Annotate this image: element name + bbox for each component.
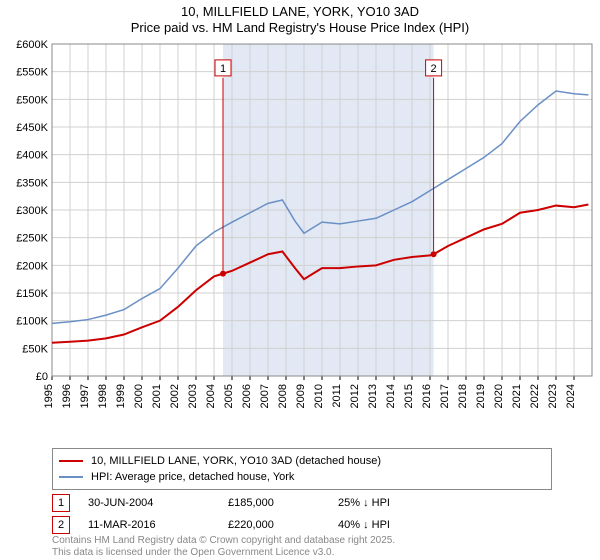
svg-text:2016: 2016 [421,384,433,408]
sale-row: 2 11-MAR-2016 £220,000 40% ↓ HPI [52,516,582,534]
sale-row: 1 30-JUN-2004 £185,000 25% ↓ HPI [52,494,582,512]
svg-text:2022: 2022 [529,384,541,408]
sale-marker-box: 2 [52,516,70,534]
sale-price: £220,000 [228,519,338,531]
svg-text:1: 1 [220,63,226,75]
svg-text:2006: 2006 [241,384,253,408]
sale-date: 11-MAR-2016 [88,519,228,531]
svg-text:£600K: £600K [16,39,48,51]
svg-text:2000: 2000 [133,384,145,408]
legend-item: HPI: Average price, detached house, York [59,469,545,485]
svg-text:2020: 2020 [493,384,505,408]
svg-text:1995: 1995 [43,384,55,408]
sale-date: 30-JUN-2004 [88,497,228,509]
svg-text:£500K: £500K [16,94,48,106]
svg-text:2021: 2021 [511,384,523,408]
legend-swatch [59,460,83,462]
svg-text:2024: 2024 [565,384,577,408]
legend: 10, MILLFIELD LANE, YORK, YO10 3AD (deta… [52,448,552,490]
svg-text:2012: 2012 [349,384,361,408]
svg-text:2015: 2015 [403,384,415,408]
svg-text:2003: 2003 [187,384,199,408]
svg-text:2007: 2007 [259,384,271,408]
sale-delta: 25% ↓ HPI [338,497,458,509]
svg-text:£550K: £550K [16,67,48,79]
svg-text:£250K: £250K [16,233,48,245]
svg-text:2014: 2014 [385,384,397,408]
legend-label: 10, MILLFIELD LANE, YORK, YO10 3AD (deta… [91,455,381,467]
svg-text:2008: 2008 [277,384,289,408]
legend-label: HPI: Average price, detached house, York [91,471,294,483]
svg-text:2009: 2009 [295,384,307,408]
svg-text:2018: 2018 [457,384,469,408]
sale-marker-box: 1 [52,494,70,512]
svg-text:1998: 1998 [97,384,109,408]
svg-text:2004: 2004 [205,384,217,408]
svg-text:2010: 2010 [313,384,325,408]
attribution-line: Contains HM Land Registry data © Crown c… [52,535,395,547]
svg-text:2001: 2001 [151,384,163,408]
svg-text:1999: 1999 [115,384,127,408]
price-chart: £0 £50K £100K £150K £200K £250K £300K £350K £400… [0,36,600,406]
svg-text:2019: 2019 [475,384,487,408]
svg-text:2005: 2005 [223,384,235,408]
svg-text:2013: 2013 [367,384,379,408]
page-title: 10, MILLFIELD LANE, YORK, YO10 3AD [0,4,600,20]
attribution: Contains HM Land Registry data © Crown c… [52,535,395,558]
attribution-line: This data is licensed under the Open Gov… [52,547,395,559]
svg-text:£350K: £350K [16,177,48,189]
svg-text:2: 2 [431,63,437,75]
legend-swatch [59,476,83,478]
svg-text:2023: 2023 [547,384,559,408]
sale-delta: 40% ↓ HPI [338,519,458,531]
legend-item: 10, MILLFIELD LANE, YORK, YO10 3AD (deta… [59,453,545,469]
svg-text:£0: £0 [36,371,48,383]
svg-text:1996: 1996 [61,384,73,408]
sale-price: £185,000 [228,497,338,509]
svg-text:£450K: £450K [16,122,48,134]
svg-text:£200K: £200K [16,260,48,272]
svg-text:2017: 2017 [439,384,451,408]
svg-text:£150K: £150K [16,288,48,300]
svg-text:2002: 2002 [169,384,181,408]
chart-svg: £0 £50K £100K £150K £200K £250K £300K £350K £400… [0,36,600,446]
svg-text:1997: 1997 [79,384,91,408]
svg-text:£50K: £50K [22,343,48,355]
svg-text:£400K: £400K [16,150,48,162]
svg-text:2011: 2011 [331,384,343,408]
svg-text:£100K: £100K [16,316,48,328]
svg-text:£300K: £300K [16,205,48,217]
page-subtitle: Price paid vs. HM Land Registry's House … [0,20,600,36]
